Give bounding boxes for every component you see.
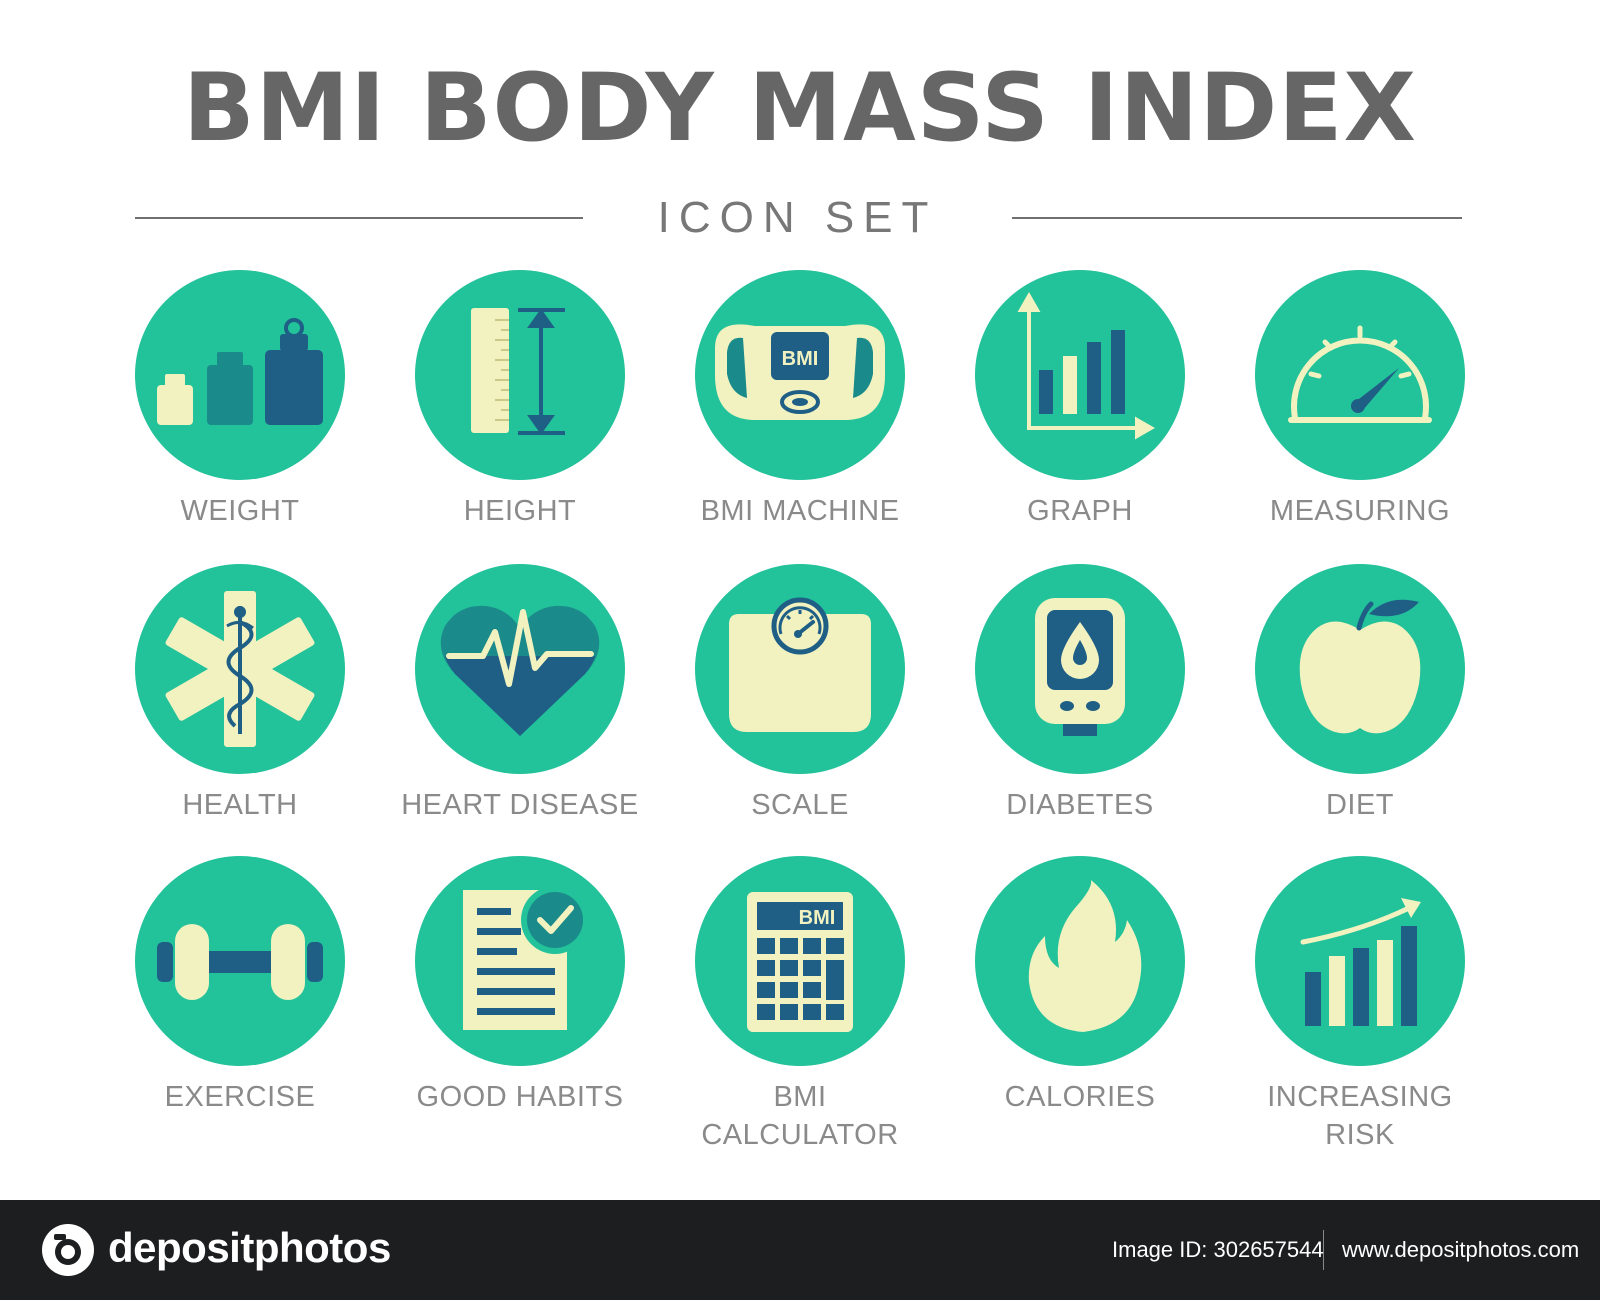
camera-icon (40, 1222, 96, 1278)
health-icon (135, 564, 345, 774)
icon-label: GOOD HABITS (416, 1081, 624, 1113)
bmi-calculator-icon: BMI (695, 856, 905, 1066)
heart-disease-icon (415, 564, 625, 774)
icon-label: BMI CALCULATOR (701, 1081, 899, 1151)
icon-label: GRAPH (1027, 495, 1133, 527)
diet-icon (1255, 564, 1465, 774)
icon-label: HEART DISEASE (401, 789, 639, 821)
bmi-calculator-screen-text: BMI (799, 907, 836, 929)
title-rule-left (135, 217, 583, 219)
icon-label: CALORIES (1004, 1081, 1156, 1113)
page-subtitle: ICON SET (657, 193, 938, 242)
bmi-machine-screen-text: BMI (782, 348, 819, 370)
icon-label: HEIGHT (463, 495, 577, 527)
brand-name: depositphotos (108, 1224, 391, 1271)
icon-label: DIET (1325, 789, 1395, 821)
footer-divider (1323, 1230, 1324, 1270)
calories-icon (975, 856, 1185, 1066)
weight-icon (135, 270, 345, 480)
scale-icon (695, 564, 905, 774)
exercise-icon (135, 856, 345, 1066)
measuring-icon (1255, 270, 1465, 480)
page-title: BMI BODY MASS INDEX (183, 54, 1417, 163)
icon-label: EXERCISE (164, 1081, 316, 1113)
image-id: Image ID: 302657544 (1112, 1237, 1324, 1262)
diabetes-icon (975, 564, 1185, 774)
height-icon (415, 270, 625, 480)
icon-label: WEIGHT (180, 495, 300, 527)
footer-bar: depositphotos Image ID: 302657544 www.de… (0, 1200, 1600, 1300)
icon-label: MEASURING (1269, 495, 1451, 527)
site-link[interactable]: www.depositphotos.com (1342, 1237, 1580, 1262)
icon-label: HEALTH (182, 789, 298, 821)
icon-label: SCALE (751, 789, 849, 821)
graph-icon (975, 270, 1185, 480)
increasing-risk-icon (1255, 856, 1465, 1066)
good-habits-icon (415, 856, 625, 1066)
icon-label: BMI MACHINE (700, 495, 900, 527)
icon-label: DIABETES (1006, 789, 1154, 821)
title-rule-right (1012, 217, 1462, 219)
icon-label: INCREASING RISK (1267, 1081, 1453, 1151)
bmi-machine-icon: BMI (695, 270, 905, 480)
